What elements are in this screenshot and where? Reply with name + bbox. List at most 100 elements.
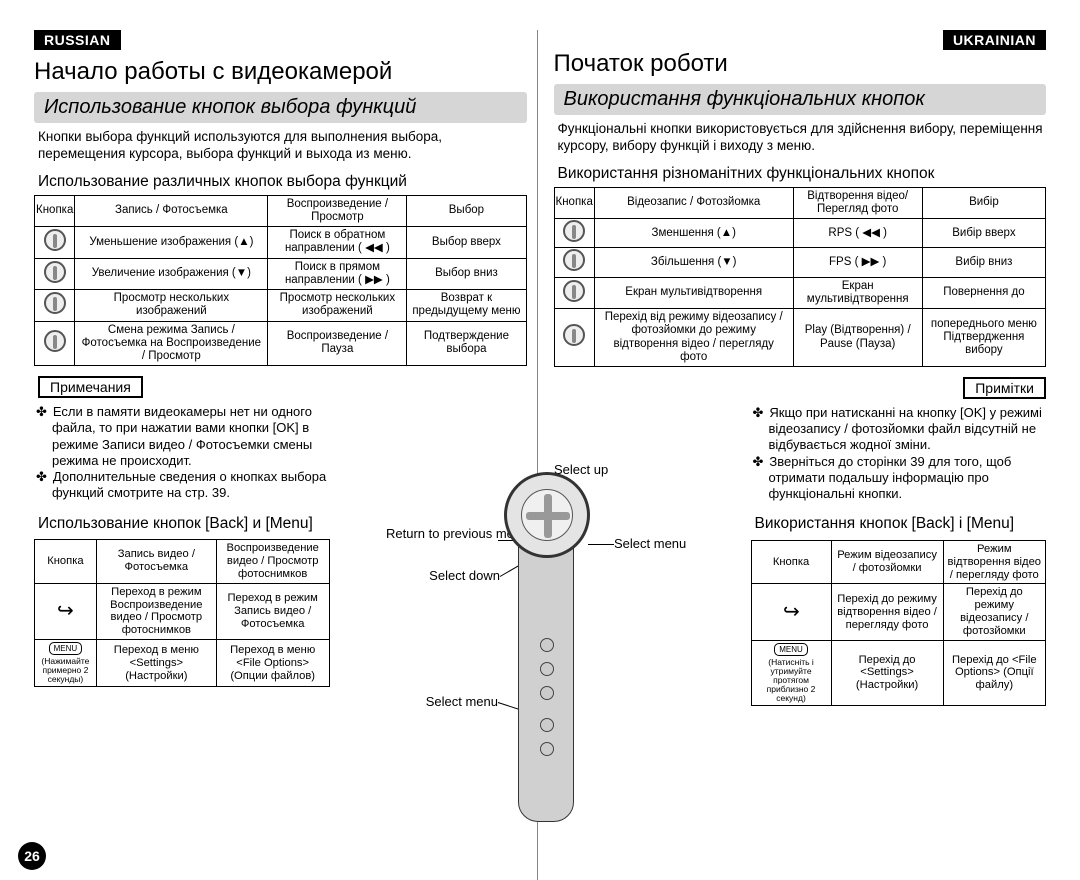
table-cell: Подтверждение выбора — [407, 321, 526, 366]
camera-button-icon — [540, 718, 554, 732]
camera-icon — [563, 280, 585, 302]
table-cell: Просмотр нескольких изображений — [75, 290, 268, 321]
page-number: 26 — [18, 842, 46, 870]
heading-main-ru: Начало работы с видеокамерой — [34, 58, 527, 86]
label-select-menu-right: Select menu — [614, 536, 686, 551]
table-cell: FPS ( ▶▶ ) — [793, 248, 922, 277]
camera-button-icon — [540, 638, 554, 652]
menu-button-icon: MENU — [49, 642, 83, 655]
table-cell: Екран мультивідтворення — [594, 277, 793, 308]
camera-body — [518, 532, 574, 822]
leader-line — [588, 544, 614, 545]
table-cell: Переход в режим Запись видео / Фотосъемк… — [216, 583, 329, 640]
back-arrow-icon: ↩ — [57, 600, 74, 623]
notes-label-uk: Примітки — [963, 377, 1046, 399]
table-cell: Переход в режим Воспроизведение видео / … — [96, 583, 216, 640]
table-cell: RPS ( ◀◀ ) — [793, 219, 922, 248]
subheading-ru: Использование различных кнопок выбора фу… — [38, 173, 527, 191]
camera-icon — [44, 330, 66, 352]
menu-hold-hint: (Натисніть і утримуйте протягом приблизн… — [755, 658, 828, 703]
table-cell: Выбор вверх — [407, 227, 526, 258]
back-arrow-icon: ↩ — [783, 601, 800, 624]
table-cell: Переход в меню <Settings> (Настройки) — [96, 640, 216, 687]
table-cell: Перехід від режиму відеозапису / фотозйо… — [594, 309, 793, 367]
table-cell: Вибір вверх — [922, 219, 1045, 248]
camera-icon — [563, 249, 585, 271]
note-item: Якщо при натисканні на кнопку [OK] у реж… — [769, 405, 1047, 454]
subheading2-uk: Використання кнопок [Back] і [Menu] — [755, 514, 1047, 533]
camera-button-icon — [540, 742, 554, 756]
table-cell: Поиск в обратном направлении ( ◀◀ ) — [268, 227, 407, 258]
device-icon-cell — [35, 227, 75, 258]
camera-illustration — [508, 472, 588, 832]
back-icon-cell: ↩ — [751, 584, 831, 641]
note-item: Если в памяти видеокамеры нет ни одного … — [52, 404, 330, 469]
table-cell: Увеличение изображения (▼) — [75, 258, 268, 289]
device-icon-cell — [554, 248, 594, 277]
back-menu-table-ru: Кнопка Запись видео / Фотосъемка Воспрои… — [34, 539, 330, 687]
camera-button-icon — [540, 662, 554, 676]
camera-icon — [563, 324, 585, 346]
function-buttons-table-ru: Кнопка Запись / Фотосъемка Воспроизведен… — [34, 195, 527, 366]
table-cell: Смена режима Запись / Фотосъемка на Восп… — [75, 321, 268, 366]
back-icon-cell: ↩ — [35, 583, 97, 640]
camera-icon — [44, 292, 66, 314]
device-icon-cell — [35, 290, 75, 321]
table-cell: Перехід до режиму відеозапису / фотозйом… — [943, 584, 1045, 641]
table-cell: Зменшення (▲) — [594, 219, 793, 248]
table-header: Запись видео / Фотосъемка — [96, 540, 216, 584]
menu-hold-hint: (Нажимайте примерно 2 секунды) — [38, 657, 93, 684]
device-icon-cell — [35, 258, 75, 289]
table-cell: Воспроизведение / Пауза — [268, 321, 407, 366]
camera-icon — [563, 220, 585, 242]
table-cell: Play (Відтворення) / Pause (Пауза) — [793, 309, 922, 367]
menu-icon-cell: MENU (Натисніть і утримуйте протягом при… — [751, 640, 831, 705]
table-cell: Збільшення (▼) — [594, 248, 793, 277]
table-cell: Перехід до режиму відтворення відео / пе… — [831, 584, 943, 641]
table-cell: Уменьшение изображения (▲) — [75, 227, 268, 258]
camera-icon — [44, 261, 66, 283]
table-header: Выбор — [407, 195, 526, 226]
heading-section-uk: Використання функціональних кнопок — [554, 84, 1047, 115]
table-cell: попереднього меню Підтвердження вибору — [922, 309, 1045, 367]
subheading-uk: Використання різноманітних функціональни… — [558, 165, 1047, 183]
lang-badge-russian: RUSSIAN — [34, 30, 121, 50]
table-header: Кнопка — [35, 540, 97, 584]
device-icon-cell — [554, 277, 594, 308]
camera-icon — [44, 229, 66, 251]
table-cell: Выбор вниз — [407, 258, 526, 289]
subheading2-ru: Использование кнопок [Back] и [Menu] — [38, 514, 330, 533]
intro-text-ru: Кнопки выбора функций используются для в… — [38, 129, 527, 163]
table-cell: Екран мультивідтворення — [793, 277, 922, 308]
table-header: Кнопка — [35, 195, 75, 226]
table-cell: Переход в меню <File Options> (Опции фай… — [216, 640, 329, 687]
lang-badge-ukrainian: UKRAINIAN — [943, 30, 1046, 50]
camera-head — [504, 472, 590, 558]
label-return-prev: Return to previous menu — [386, 526, 496, 541]
table-cell: Перехід до <File Options> (Опції файлу) — [943, 640, 1045, 705]
table-cell: Поиск в прямом направлении ( ▶▶ ) — [268, 258, 407, 289]
dpad-icon — [521, 489, 573, 541]
table-header: Кнопка — [751, 540, 831, 584]
table-cell: Возврат к предыдущему меню — [407, 290, 526, 321]
intro-text-uk: Функціональні кнопки використовується дл… — [558, 121, 1047, 155]
notes-list-ru: Если в памяти видеокамеры нет ни одного … — [52, 404, 330, 502]
heading-section-ru: Использование кнопок выбора функций — [34, 92, 527, 123]
russian-column: RUSSIAN Начало работы с видеокамерой Исп… — [22, 30, 538, 880]
camera-button-icon — [540, 686, 554, 700]
table-cell: Перехід до <Settings> (Настройки) — [831, 640, 943, 705]
table-cell: Вибір вниз — [922, 248, 1045, 277]
menu-button-icon: MENU — [774, 643, 808, 656]
table-header: Воспроизведение видео / Просмотр фотосни… — [216, 540, 329, 584]
back-menu-table-uk: Кнопка Режим відеозапису / фотозйомки Ре… — [751, 540, 1047, 706]
notes-label-ru: Примечания — [38, 376, 143, 398]
label-select-down: Select down — [406, 568, 500, 583]
table-header: Воспроизведение / Просмотр — [268, 195, 407, 226]
table-cell: Повернення до — [922, 277, 1045, 308]
table-header: Режим відтворення відео / перегляду фото — [943, 540, 1045, 584]
note-item: Дополнительные сведения о кнопках выбора… — [52, 469, 330, 502]
table-header: Запись / Фотосъемка — [75, 195, 268, 226]
device-icon-cell — [35, 321, 75, 366]
device-icon-cell — [554, 219, 594, 248]
function-buttons-table-uk: Кнопка Відеозапис / Фотозйомка Відтворен… — [554, 187, 1047, 367]
